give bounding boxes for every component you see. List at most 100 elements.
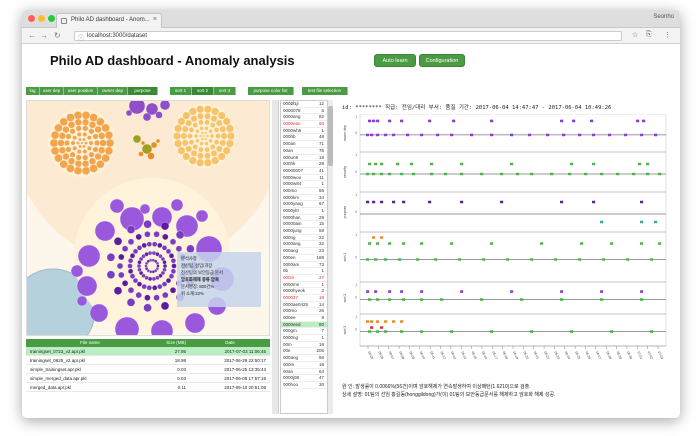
purple-bubble[interactable] [113, 286, 123, 295]
yellow-bubble[interactable] [195, 129, 200, 134]
purple-bubble[interactable] [162, 260, 167, 265]
data-point[interactable] [640, 298, 644, 301]
user-list-item[interactable]: 0000ean 60 [281, 121, 327, 128]
orange-bubble[interactable] [82, 118, 90, 126]
data-point[interactable] [500, 172, 504, 176]
olive-bubble[interactable] [140, 140, 146, 146]
data-point[interactable] [368, 162, 372, 166]
purple-bubble[interactable] [144, 261, 149, 266]
minimize-window-button[interactable] [38, 15, 45, 22]
data-point[interactable] [510, 162, 514, 166]
data-point[interactable] [444, 172, 448, 176]
purple-bubble[interactable] [169, 238, 177, 245]
orange-bubble[interactable] [94, 152, 102, 161]
yellow-bubble[interactable] [173, 132, 181, 140]
purple-bubble[interactable] [154, 259, 158, 263]
purple-bubble[interactable] [150, 319, 174, 336]
yellow-bubble[interactable] [187, 133, 193, 139]
user-list-item[interactable]: 000ng 22 [281, 235, 327, 242]
yellow-bubble[interactable] [204, 112, 211, 120]
data-point[interactable] [610, 242, 614, 245]
data-point[interactable] [372, 200, 376, 204]
orange-bubble[interactable] [62, 152, 70, 161]
data-point[interactable] [520, 298, 524, 301]
orange-bubble[interactable] [73, 166, 83, 175]
purple-bubble[interactable] [136, 245, 143, 251]
yellow-bubble[interactable] [190, 149, 198, 157]
orange-bubble[interactable] [75, 154, 82, 161]
data-point[interactable] [530, 172, 534, 176]
purple-bubble[interactable] [159, 101, 171, 111]
data-point[interactable] [624, 133, 628, 137]
data-point[interactable] [374, 290, 378, 293]
yellow-bubble[interactable] [211, 107, 220, 116]
data-point[interactable] [392, 200, 396, 204]
data-point[interactable] [650, 330, 654, 333]
data-point[interactable] [490, 242, 494, 245]
purple-bubble[interactable] [132, 248, 139, 255]
data-point[interactable] [370, 326, 374, 329]
file-row[interactable]: merged_data.apr.pkl 0.11 2017-05-10 20:51:… [26, 383, 270, 392]
purple-bubble[interactable] [157, 242, 163, 249]
yellow-bubble[interactable] [204, 141, 209, 146]
orange-bubble[interactable] [67, 157, 76, 165]
purple-bubble[interactable] [89, 303, 109, 323]
data-point[interactable] [600, 298, 604, 301]
data-point[interactable] [658, 172, 662, 176]
purple-bubble[interactable] [141, 283, 147, 290]
purple-bubble[interactable] [146, 269, 150, 273]
purple-bubble[interactable] [152, 241, 158, 247]
purple-bubble[interactable] [126, 225, 136, 234]
user-list-item[interactable]: 000ang 23 [281, 248, 327, 255]
extension-icon[interactable]: ⎘ [646, 31, 652, 38]
data-point[interactable] [396, 162, 400, 166]
data-point[interactable] [376, 119, 380, 123]
orange-bubble[interactable] [54, 153, 63, 163]
user-list-item[interactable]: 000Ø1jr 12 [281, 101, 327, 108]
data-point[interactable] [460, 172, 464, 176]
purple-bubble[interactable] [77, 244, 101, 268]
purple-bubble[interactable] [139, 203, 151, 215]
yellow-bubble[interactable] [215, 119, 223, 127]
orange-bubble[interactable] [72, 135, 78, 141]
purple-bubble[interactable] [175, 245, 183, 252]
orange-bubble[interactable] [64, 140, 70, 146]
profile-name[interactable]: Seonho [653, 14, 674, 20]
orange-bubble[interactable] [96, 117, 105, 126]
data-point[interactable] [392, 133, 396, 137]
data-point[interactable] [482, 258, 486, 261]
user-list-item[interactable]: 0000am 73 [281, 262, 327, 269]
orange-bubble[interactable] [59, 117, 68, 126]
data-point[interactable] [366, 320, 370, 323]
data-point[interactable] [434, 258, 438, 261]
yellow-bubble[interactable] [219, 139, 227, 147]
purple-bubble[interactable] [165, 248, 172, 255]
orange-bubble[interactable] [78, 144, 82, 149]
file-row[interactable]: trainingset_0625_v2.apr.pkl 18.98 2017-06-… [26, 356, 270, 365]
orange-bubble[interactable] [86, 135, 92, 141]
orange-bubble[interactable] [104, 130, 114, 140]
data-point[interactable] [374, 258, 378, 261]
purple-bubble[interactable] [114, 316, 140, 336]
user-list-item[interactable]: 000m 18 [281, 362, 327, 369]
data-point[interactable] [550, 172, 554, 176]
data-point[interactable] [384, 133, 388, 137]
yellow-bubble[interactable] [180, 132, 188, 140]
data-point[interactable] [366, 258, 370, 261]
user-list-item[interactable]: 0000ae0425 14 [281, 302, 327, 309]
orange-bubble[interactable] [98, 132, 106, 140]
purple-bubble[interactable] [118, 271, 125, 279]
data-point[interactable] [420, 133, 424, 137]
olive-bubble[interactable] [138, 151, 144, 157]
yellow-bubble[interactable] [202, 134, 206, 138]
yellow-bubble[interactable] [198, 134, 203, 138]
user-list-item[interactable]: 000037 18 [281, 295, 327, 302]
data-point[interactable] [370, 320, 374, 323]
purple-bubble[interactable] [155, 261, 160, 266]
tab-sort-3[interactable]: sort 3 [214, 87, 236, 95]
user-list-item[interactable]: 000hb 48 [281, 134, 327, 142]
purple-bubble[interactable] [155, 266, 160, 271]
data-point[interactable] [366, 200, 370, 204]
yellow-bubble[interactable] [210, 115, 218, 123]
browser-tab[interactable]: Philo AD dashboard - Anom... × [56, 13, 162, 28]
